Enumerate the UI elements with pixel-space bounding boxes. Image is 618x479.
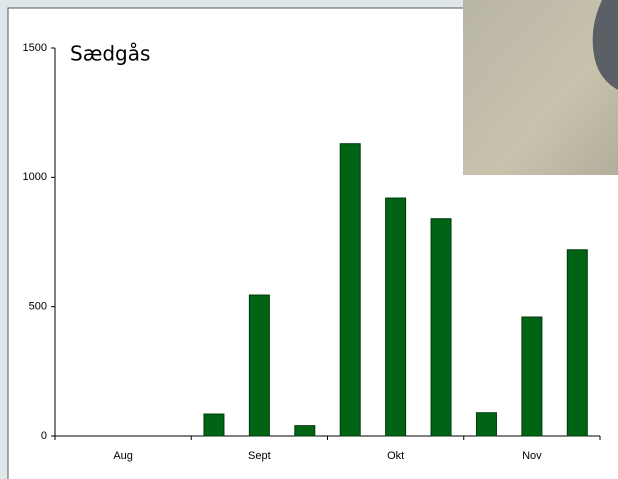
- x-tick-label: Okt: [387, 450, 404, 462]
- photo: [463, 0, 618, 175]
- bar: [475, 412, 497, 437]
- bar: [430, 218, 452, 437]
- bar: [339, 143, 361, 437]
- bar: [294, 425, 316, 437]
- y-tick-label: 500: [29, 301, 47, 313]
- chart-title: Sædgås: [70, 42, 150, 66]
- y-tick-label: 0: [41, 430, 47, 442]
- x-tick-label: Aug: [113, 450, 133, 462]
- bar: [566, 249, 588, 437]
- photo-goose: [592, 0, 618, 90]
- x-tick-label: Sept: [248, 450, 271, 462]
- bar: [521, 316, 543, 437]
- y-tick-label: 1000: [23, 171, 47, 183]
- bar: [203, 413, 225, 437]
- bar: [248, 294, 270, 437]
- x-tick-label: Nov: [522, 450, 542, 462]
- y-tick-label: 1500: [23, 42, 47, 54]
- bar: [385, 197, 407, 437]
